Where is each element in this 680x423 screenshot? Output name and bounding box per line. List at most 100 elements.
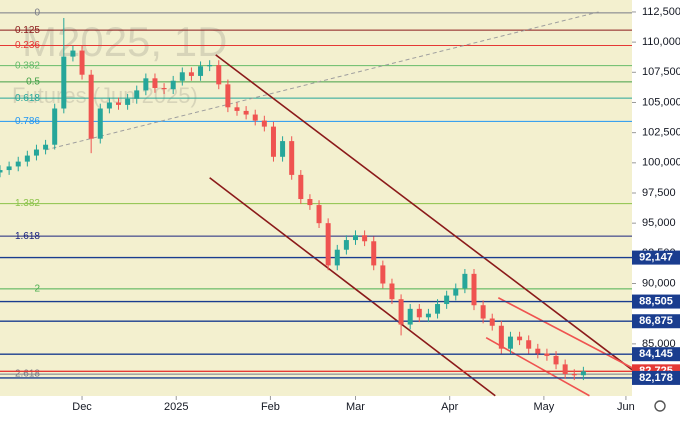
candle-body: [353, 235, 358, 241]
candle-body: [343, 240, 349, 250]
candle-body: [535, 348, 541, 354]
fib-label: 1.618: [15, 231, 40, 242]
candle-body: [325, 223, 331, 266]
candle-body: [207, 65, 213, 67]
candle-body: [161, 87, 167, 90]
watermark-line: M2025, 1D: [22, 18, 227, 65]
candle-body: [125, 98, 131, 105]
candle-body: [526, 340, 532, 349]
price-badge: [632, 250, 680, 265]
y-tick-label: 85,000: [642, 338, 676, 350]
candle-body: [371, 241, 377, 266]
candle-body: [198, 66, 204, 76]
candle-body: [380, 265, 386, 284]
candle-body: [188, 72, 194, 76]
candle-body: [225, 84, 231, 108]
price-badge-label: 88,505: [639, 295, 673, 307]
x-tick-label: 2025: [164, 401, 188, 413]
candle-body: [571, 374, 577, 376]
fib-label: 0.125: [15, 25, 40, 36]
price-badge-label: 84,145: [639, 348, 673, 360]
candle-body: [580, 371, 586, 376]
x-tick-label: Jun: [617, 401, 635, 413]
y-tick-label: 107,500: [642, 66, 680, 78]
candle-body: [6, 166, 12, 171]
candle-body: [52, 108, 58, 145]
candle-body: [134, 90, 140, 99]
candle-body: [416, 308, 422, 318]
candle-body: [480, 305, 486, 319]
time-axis: [0, 396, 632, 418]
candle-body: [553, 355, 559, 365]
candle-body: [316, 205, 322, 224]
candle-body: [70, 50, 76, 57]
candle-body: [407, 308, 413, 325]
price-badge-label: 86,875: [639, 315, 673, 327]
candle-body: [234, 107, 240, 111]
y-tick-label: 90,000: [642, 277, 676, 289]
candle-body: [453, 288, 459, 296]
candle-body: [97, 108, 103, 139]
candle-body: [289, 141, 295, 175]
fib-label: 0.786: [15, 116, 40, 127]
x-tick-label: Mar: [346, 401, 365, 413]
candle-body: [362, 235, 368, 242]
candle-body: [88, 74, 94, 139]
watermark-line: Futures (Jun 2025): [12, 83, 198, 108]
candle-body: [507, 336, 513, 349]
candle-body: [562, 364, 568, 375]
candle-body: [261, 120, 267, 127]
candle-body: [243, 110, 249, 115]
trend-line: [497, 297, 633, 369]
candle-body: [389, 283, 395, 300]
x-tick-label: May: [533, 401, 554, 413]
price-badge: [632, 370, 680, 385]
candle-body: [106, 102, 112, 109]
candle-body: [152, 78, 158, 88]
candle-body: [471, 273, 477, 306]
candle-body: [216, 65, 222, 85]
x-tick-label: Dec: [72, 401, 92, 413]
y-tick-label: 110,000: [642, 36, 680, 48]
candle-body: [252, 114, 258, 121]
price-badge-label: 82,178: [639, 372, 673, 384]
fib-label: 2: [34, 283, 40, 294]
fib-label: 0: [34, 8, 40, 19]
settings-icon[interactable]: [654, 400, 666, 412]
candle-body: [61, 56, 67, 109]
candle-body: [489, 318, 495, 326]
y-tick-label: 112,500: [642, 6, 680, 18]
candle-body: [517, 336, 523, 341]
x-tick-label: Apr: [441, 401, 458, 413]
fib-label: 1.382: [15, 198, 40, 209]
fib-label: 2.618: [15, 369, 40, 380]
candle-body: [334, 249, 340, 266]
candle-body: [79, 50, 85, 75]
candle-body: [0, 170, 3, 173]
fib-label: 0.618: [15, 93, 40, 104]
candle-body: [398, 299, 404, 325]
price-badge-label: 92,147: [639, 252, 673, 264]
fib-label: 0.5: [26, 77, 40, 88]
candle-body: [179, 72, 185, 81]
trend-line: [209, 177, 496, 397]
candle-body: [270, 126, 276, 157]
candle-body: [24, 155, 30, 162]
y-tick-label: 100,000: [642, 157, 680, 169]
y-tick-label: 95,000: [642, 217, 676, 229]
candle-body: [15, 161, 21, 167]
price-badge: [632, 314, 680, 329]
trend-line: [215, 54, 633, 371]
y-tick-label: 105,000: [642, 96, 680, 108]
candle-body: [33, 149, 39, 156]
price-badge: [632, 347, 680, 362]
watermark: M2025, 1D Futures (Jun 2025): [12, 18, 227, 108]
x-tick-label: Feb: [261, 401, 280, 413]
trend-line: [45, 11, 599, 151]
price-badge: [632, 294, 680, 309]
fib-label: 0.236: [15, 40, 40, 51]
candle-body: [425, 313, 431, 318]
candle-body: [116, 102, 121, 105]
candle-body: [298, 174, 304, 200]
candle-body: [498, 325, 504, 349]
